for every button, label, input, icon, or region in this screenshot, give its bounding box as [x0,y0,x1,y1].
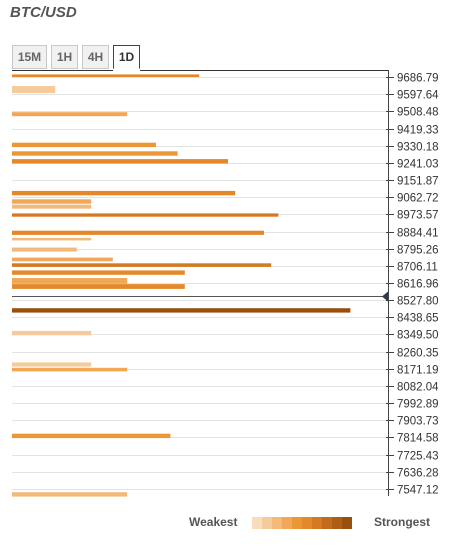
price-level-label: 9151.87 [397,176,439,188]
price-level-label: 8527.80 [397,296,439,308]
price-level-label: 7636.28 [397,468,439,480]
confluence-bar [12,74,200,77]
legend-swatch [322,517,332,529]
price-level-label: 7725.43 [397,451,439,463]
legend-swatch [302,517,312,529]
confluence-bar [12,362,92,367]
price-level-label: 9686.79 [397,73,439,85]
confluence-bar [12,270,185,275]
price-level-label: 8706.11 [397,262,438,274]
confluence-bar [12,204,92,209]
legend-color-scale [252,517,352,529]
legend-swatch [332,517,342,529]
confluence-bar [12,492,128,497]
price-level-label: 7547.12 [397,485,439,497]
price-level-label: 9419.33 [397,125,439,137]
legend-weakest-label: Weakest [189,515,238,529]
price-level-label: 8171.19 [397,365,439,377]
confluence-bar [12,237,92,241]
confluence-bar [12,308,351,313]
price-level-label: 7814.58 [397,433,439,445]
confluence-bar [12,263,272,267]
price-level-label: 9241.03 [397,159,439,171]
tab-1d[interactable]: 1D [113,45,140,69]
legend-swatch [312,517,322,529]
price-level-label: 7992.89 [397,399,439,411]
confluence-bar [12,257,113,262]
price-level-label: 8973.57 [397,210,439,222]
price-level-label: 8616.96 [397,279,439,291]
confluence-bar [12,213,279,217]
price-level-label: 8260.35 [397,348,439,360]
price-level-label: 8884.41 [397,228,439,240]
price-level-label: 8349.50 [397,330,439,342]
confluence-bar [12,199,92,204]
confluence-bar [12,230,264,235]
legend-swatch [262,517,272,529]
legend-swatch [292,517,302,529]
current-price-marker-icon [382,291,388,302]
confluence-bar [12,330,92,336]
confluence-bar [12,190,236,196]
chart-title: BTC/USD [10,4,77,21]
confluence-bar [12,247,77,252]
legend-swatch [272,517,282,529]
confluence-bar [12,142,156,148]
confluence-bar [12,151,178,156]
price-level-label: 9508.48 [397,107,439,119]
price-level-label: 8438.65 [397,313,439,325]
tab-1h[interactable]: 1H [51,45,78,69]
confluence-bar [12,159,228,164]
confluence-bar [12,433,171,439]
price-level-label: 8082.04 [397,382,439,394]
tab-15m[interactable]: 15M [12,45,47,69]
confluence-bar [12,86,56,94]
legend-swatch [282,517,292,529]
confluence-bar [12,112,128,117]
legend-swatch [342,517,352,529]
confluence-bar [12,284,185,289]
price-level-label: 7903.73 [397,416,439,428]
legend-strongest-label: Strongest [374,515,431,529]
price-level-label: 9330.18 [397,142,439,154]
price-level-label: 9062.72 [397,193,439,205]
legend-swatch [252,517,262,529]
confluence-bar [12,278,128,284]
tab-4h[interactable]: 4H [82,45,109,69]
price-level-label: 9597.64 [397,90,439,102]
price-level-label: 8795.26 [397,245,439,257]
confluence-bar [12,367,128,372]
